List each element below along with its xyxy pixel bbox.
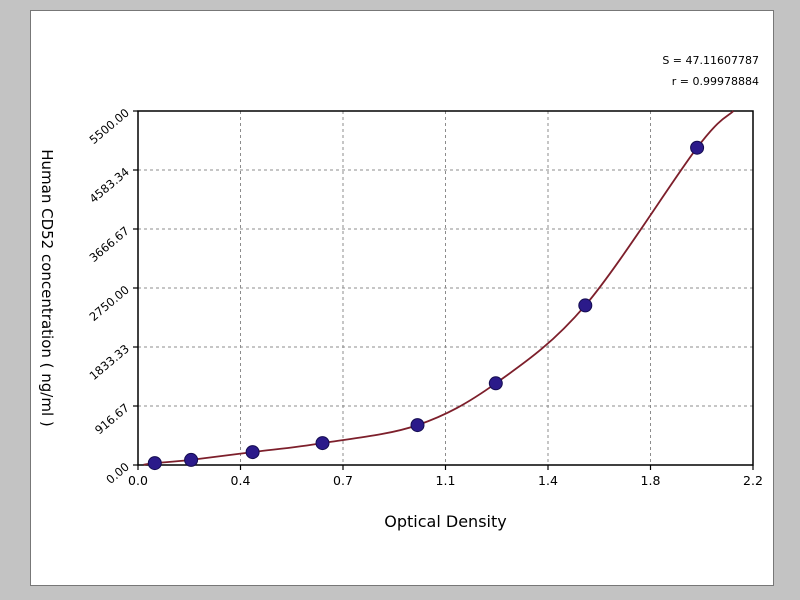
y-axis-title: Human CD52 concentration ( ng/ml )	[38, 149, 56, 427]
svg-text:1.4: 1.4	[538, 473, 558, 488]
fit-stat-s: S = 47.11607787	[662, 54, 759, 67]
chart-panel: 0.0 0.4 0.7 1.1 1.4 1.8 2.2 0.00 916.67 1833.33 27…	[30, 10, 774, 586]
svg-text:1.1: 1.1	[436, 473, 456, 488]
svg-text:0.0: 0.0	[128, 473, 148, 488]
x-axis-title: Optical Density	[384, 512, 507, 531]
svg-text:5500.00: 5500.00	[86, 106, 131, 147]
svg-text:916.67: 916.67	[92, 401, 132, 438]
svg-text:1.8: 1.8	[641, 473, 661, 488]
fit-stat-r: r = 0.99978884	[671, 74, 759, 88]
svg-text:2750.00: 2750.00	[86, 283, 131, 324]
svg-text:2.2: 2.2	[743, 473, 763, 488]
svg-text:4583.34: 4583.34	[86, 165, 131, 206]
fit-statistics: S = 47.11607787 r = 0.99978884	[662, 51, 759, 93]
svg-text:1833.33: 1833.33	[86, 342, 131, 383]
svg-text:0.7: 0.7	[333, 473, 353, 488]
plot-area: 0.0 0.4 0.7 1.1 1.4 1.8 2.20.00916.671833.3327…	[86, 106, 763, 488]
svg-text:3666.67: 3666.67	[86, 224, 131, 265]
svg-text:0.4: 0.4	[231, 473, 251, 488]
